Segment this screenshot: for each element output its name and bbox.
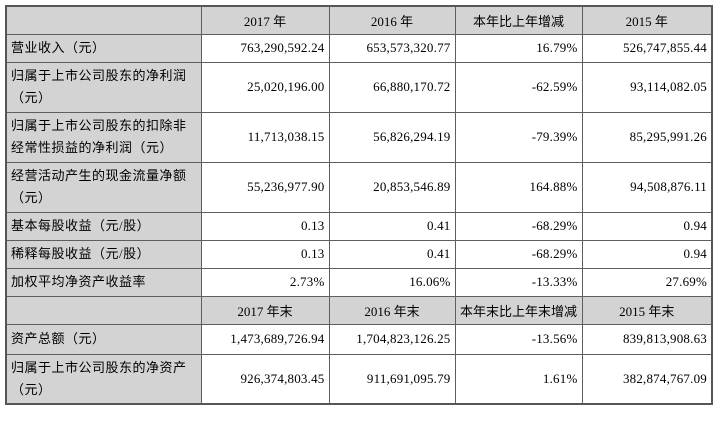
value-cell: 25,020,196.00 [200, 61, 330, 113]
metric-label: 经营活动产生的现金流量净额（元） [5, 161, 202, 213]
value-cell: -79.39% [454, 111, 583, 163]
metric-label: 基本每股收益（元/股） [5, 211, 202, 241]
corner-cell [5, 5, 202, 35]
header-cell-2016-end: 2016 年末 [328, 295, 456, 325]
header-cell-2017-end: 2017 年末 [200, 295, 330, 325]
value-cell: 16.79% [454, 33, 583, 63]
value-cell: 839,813,908.63 [581, 323, 713, 355]
value-cell: 1,473,689,726.94 [200, 323, 330, 355]
value-cell: 56,826,294.19 [328, 111, 456, 163]
table-row-basic-eps: 基本每股收益（元/股） 0.13 0.41 -68.29% 0.94 [5, 211, 713, 241]
year-header-row: 2017 年 2016 年 本年比上年增减 2015 年 [5, 5, 713, 35]
value-cell: 0.41 [328, 211, 456, 241]
value-cell: 382,874,767.09 [581, 353, 713, 405]
value-cell: 1,704,823,126.25 [328, 323, 456, 355]
value-cell: 66,880,170.72 [328, 61, 456, 113]
value-cell: -13.56% [454, 323, 583, 355]
metric-label: 归属于上市公司股东的净资产（元） [5, 353, 202, 405]
metric-label: 稀释每股收益（元/股） [5, 239, 202, 269]
value-cell: 94,508,876.11 [581, 161, 713, 213]
value-cell: 20,853,546.89 [328, 161, 456, 213]
header-cell-2017: 2017 年 [200, 5, 330, 35]
value-cell: 16.06% [328, 267, 456, 297]
table-row-operating-cash-flow: 经营活动产生的现金流量净额（元） 55,236,977.90 20,853,54… [5, 161, 713, 213]
corner-cell [5, 295, 202, 325]
table-row-total-assets: 资产总额（元） 1,473,689,726.94 1,704,823,126.2… [5, 323, 713, 355]
table-row-diluted-eps: 稀释每股收益（元/股） 0.13 0.41 -68.29% 0.94 [5, 239, 713, 269]
value-cell: 0.13 [200, 239, 330, 269]
table-row-revenue: 营业收入（元） 763,290,592.24 653,573,320.77 16… [5, 33, 713, 63]
value-cell: 763,290,592.24 [200, 33, 330, 63]
value-cell: 1.61% [454, 353, 583, 405]
value-cell: -13.33% [454, 267, 583, 297]
year-end-header-row: 2017 年末 2016 年末 本年末比上年末增减 2015 年末 [5, 295, 713, 325]
value-cell: 55,236,977.90 [200, 161, 330, 213]
value-cell: 526,747,855.44 [581, 33, 713, 63]
value-cell: 85,295,991.26 [581, 111, 713, 163]
value-cell: 911,691,095.79 [328, 353, 456, 405]
header-cell-2015-end: 2015 年末 [581, 295, 713, 325]
value-cell: 0.94 [581, 211, 713, 241]
value-cell: 653,573,320.77 [328, 33, 456, 63]
metric-label: 归属于上市公司股东的净利润（元） [5, 61, 202, 113]
metric-label: 资产总额（元） [5, 323, 202, 355]
metric-label: 归属于上市公司股东的扣除非经常性损益的净利润（元） [5, 111, 202, 163]
value-cell: 0.41 [328, 239, 456, 269]
table-row-net-profit: 归属于上市公司股东的净利润（元） 25,020,196.00 66,880,17… [5, 61, 713, 113]
value-cell: 2.73% [200, 267, 330, 297]
table-row-net-assets: 归属于上市公司股东的净资产（元） 926,374,803.45 911,691,… [5, 353, 713, 405]
table-row-weighted-avg-roe: 加权平均净资产收益率 2.73% 16.06% -13.33% 27.69% [5, 267, 713, 297]
value-cell: 926,374,803.45 [200, 353, 330, 405]
value-cell: -62.59% [454, 61, 583, 113]
metric-label: 营业收入（元） [5, 33, 202, 63]
value-cell: -68.29% [454, 211, 583, 241]
header-cell-yoy-change: 本年比上年增减 [454, 5, 583, 35]
value-cell: 0.13 [200, 211, 330, 241]
header-cell-yoy-end-change: 本年末比上年末增减 [454, 295, 583, 325]
header-cell-2015: 2015 年 [581, 5, 713, 35]
metric-label: 加权平均净资产收益率 [5, 267, 202, 297]
value-cell: 164.88% [454, 161, 583, 213]
value-cell: 27.69% [581, 267, 713, 297]
value-cell: -68.29% [454, 239, 583, 269]
table-row-net-profit-excl-nonrecurring: 归属于上市公司股东的扣除非经常性损益的净利润（元） 11,713,038.15 … [5, 111, 713, 163]
header-cell-2016: 2016 年 [328, 5, 456, 35]
value-cell: 0.94 [581, 239, 713, 269]
value-cell: 93,114,082.05 [581, 61, 713, 113]
financial-summary-table: 2017 年 2016 年 本年比上年增减 2015 年 营业收入（元） 763… [5, 5, 713, 405]
value-cell: 11,713,038.15 [200, 111, 330, 163]
